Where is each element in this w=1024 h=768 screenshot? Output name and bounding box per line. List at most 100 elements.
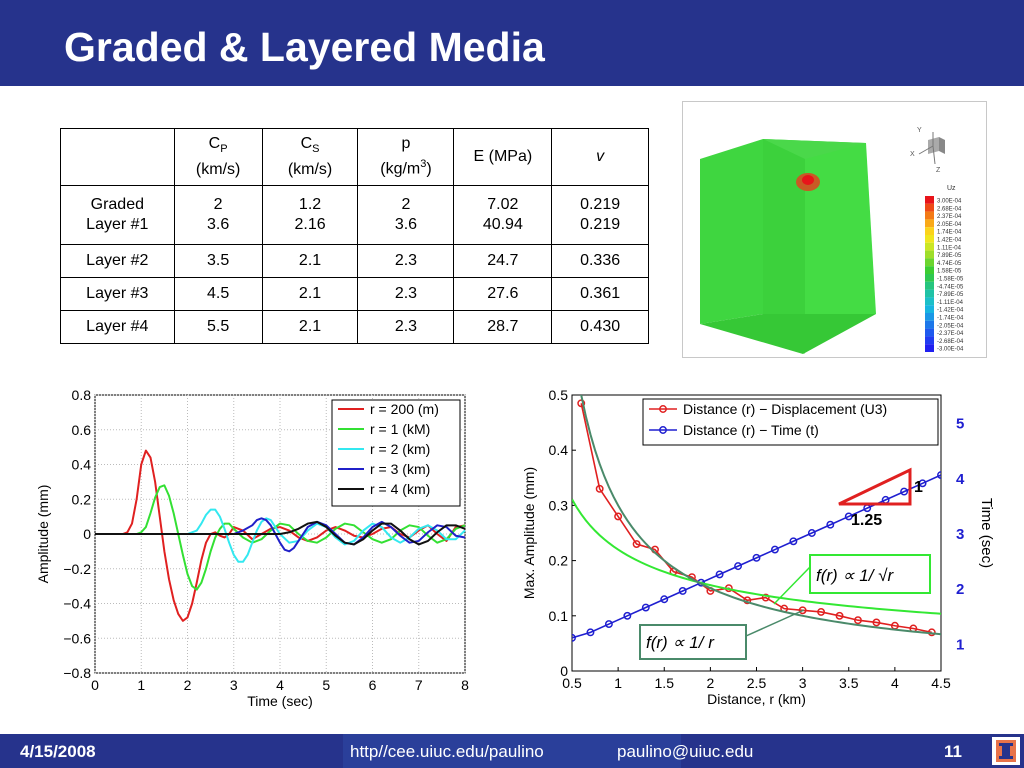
table-cell: 3.5 [173,244,263,278]
colorbar-swatch [925,250,934,259]
legend-marker [659,405,667,413]
triad-z-label: Z [936,167,941,174]
colorbar: 3.00E-042.68E-04 2.37E-04 2.05E-04 1.74E-04… [925,196,964,353]
y-tick-label: −0.8 [63,665,91,681]
colorbar-label: -1.11E-04 [937,300,964,306]
fit-inv-leader [745,609,805,637]
colorbar-swatch [925,297,934,306]
footer-url[interactable]: http//cee.uiuc.edu/paulino [350,742,544,761]
chart-legend [642,398,939,446]
data-point [844,512,853,521]
y-tick-label: 0.4 [549,442,569,458]
x-axis-label: Distance, r (km) [707,691,806,707]
table-cell: 27.6 [453,277,553,311]
cube-render: Y X Z Uz 3.00E-042.68E-04 2.37E-04 2.05E-0… [700,127,964,354]
table-cell: 2.3 [357,310,455,344]
x-tick-label: 3 [230,677,238,693]
table-cell: 2 3.6 [173,185,263,245]
cube-top-face [763,139,866,159]
legend-entry: r = 4 (km) [370,481,430,497]
y-tick-label: 0.8 [72,387,92,403]
data-point [752,553,761,562]
row-label: Layer #4 [60,310,175,344]
title-bar [0,0,1024,86]
table-cell: 0.361 [551,277,649,311]
table-cell: 2.1 [261,310,359,344]
fit-sqrt-box [809,554,931,594]
header-cs: CS (km/s) [261,128,359,186]
table-cell: 0.219 0.219 [551,185,649,245]
x-tick-label: 1 [614,675,622,691]
fit-sqrt-label: f(r) ∝ 1/ √r [816,566,895,585]
y-tick-label: 0.3 [549,497,569,513]
data-point [817,607,826,616]
table-cell: 0.336 [551,244,649,278]
data-point [586,628,595,637]
data-point [595,484,604,493]
table-cell: 2.1 [261,244,359,278]
table-row: Layer #3 4.5 2.1 2.3 27.6 0.361 [60,277,649,311]
page-number: 11 [944,742,962,761]
colorbar-label: 1.11E-04 [937,245,962,251]
colorbar-label: 1.74E-04 [937,230,962,236]
colorbar-title: Uz [947,185,956,192]
data-point [835,611,844,620]
colorbar-swatch [925,235,934,243]
fit-curve [580,395,941,636]
x-tick-label: 2 [184,677,192,693]
triad-x-label: X [910,151,915,158]
data-point [632,540,641,548]
legend-entry: r = 2 (km) [370,441,430,457]
footer-bar: 4/15/2008 http//cee.uiuc.edu/paulino pau… [0,734,1024,768]
fit-inv-label: f(r) ∝ 1/ r [646,633,715,652]
colorbar-label: 4.74E-05 [937,261,962,267]
data-point [872,618,881,627]
y-axis-label: Amplitude (mm) [35,485,51,584]
table-cell: 7.02 40.94 [453,185,553,245]
series-line [95,449,466,622]
slope-rise-label: 1 [914,479,923,496]
x-axis-label: Time (sec) [247,693,313,709]
x-tick-label: 4 [276,677,284,693]
slope-triangle [838,467,912,506]
header-modulus: E (MPa) [453,128,553,186]
data-point [854,616,862,625]
x-tick-label: 3 [799,675,807,691]
data-point [641,603,650,612]
triad-y-label: Y [917,127,922,134]
y-tick-label: 0.2 [549,553,569,569]
data-point [807,529,816,537]
x-tick-label: 8 [461,677,469,693]
colorbar-label: -1.58E-05 [937,277,964,283]
colorbar-swatch [925,219,934,228]
table-cell: 1.2 2.16 [261,185,359,245]
y-tick-label: −0.4 [63,596,91,612]
table-cell: 24.7 [453,244,553,278]
legend-entry: Distance (r) − Time (t) [683,422,819,438]
x-tick-label: 0.5 [562,675,582,691]
x-tick-label: 0 [91,677,99,693]
university-logo [992,737,1020,765]
colorbar-label: -1.74E-04 [937,316,964,322]
colorbar-label: 1.42E-04 [937,238,962,244]
table-cell: 2.1 [261,277,359,311]
x-tick-label: 1.5 [655,675,675,691]
colorbar-label: 2.05E-04 [937,222,962,228]
colorbar-label: -2.05E-04 [937,323,964,329]
table-cell: 5.5 [173,310,263,344]
data-point [771,545,779,554]
colorbar-swatch [925,242,934,251]
colorbar-label: -2.37E-04 [937,331,964,337]
legend-entry: r = 3 (km) [370,461,430,477]
colorbar-swatch [925,336,934,345]
colorbar-label: 3.00E-04 [937,199,962,205]
attenuation-chart: 0.5 1 1.5 2 2.5 3 3.5 4 4.5 0.5 0.4 0.3 0.2 0.1 0 5 4 3 2 1… [521,387,995,707]
colorbar-label: 7.89E-05 [937,253,962,259]
colorbar-swatch [925,328,934,337]
x-tick-label: 4.5 [931,675,951,691]
fit-inv-box [639,624,747,660]
y-tick-label: 0 [83,526,91,542]
footer-date: 4/15/2008 [20,742,96,761]
footer-email[interactable]: paulino@uiuc.edu [617,742,754,761]
colorbar-label: 2.68E-04 [937,206,962,212]
